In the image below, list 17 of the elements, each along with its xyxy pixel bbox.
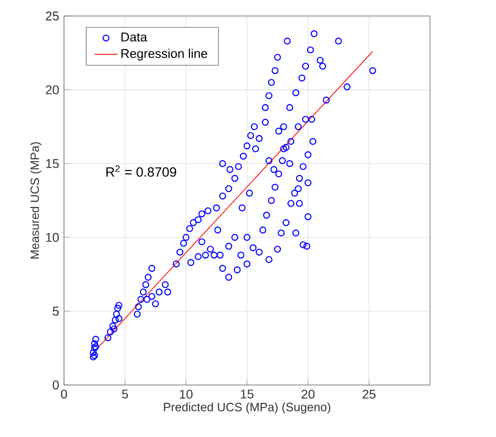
legend-label: Data	[122, 32, 148, 42]
legend-label: Regression line	[122, 48, 208, 61]
x-tick-label: 10	[180, 390, 193, 399]
x-tick-label: 20	[302, 390, 315, 399]
y-tick-label: 5	[52, 306, 59, 316]
x-axis-title: Predicted UCS (MPa) (Sugeno)	[164, 402, 330, 414]
annotation: R$^{2}$ = 0.8709	[106, 165, 176, 177]
y-tick-label: 25	[46, 12, 59, 20]
y-axis-title: Measured UCS (MPa)	[30, 142, 42, 259]
y-tick-label: 20	[46, 85, 59, 94]
y-tick-label: 15	[46, 159, 59, 168]
x-tick-label: 25	[362, 390, 376, 399]
x-tick-label: 15	[240, 390, 254, 399]
x-tick-label: 5	[122, 390, 128, 399]
x-tick-label: 0	[60, 390, 68, 399]
y-tick-label: 10	[46, 232, 59, 242]
y-tick-label: 0	[52, 380, 59, 390]
